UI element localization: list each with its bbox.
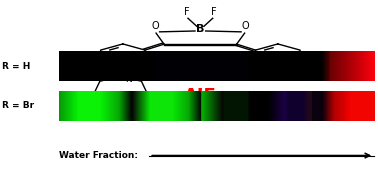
Text: F: F [184, 7, 190, 17]
Text: B: B [196, 24, 204, 34]
Text: R = H: R = H [2, 62, 30, 71]
Text: O: O [151, 21, 159, 31]
Text: R = Br: R = Br [2, 101, 34, 110]
Text: Water Fraction:: Water Fraction: [59, 151, 138, 160]
Text: N: N [125, 75, 132, 84]
Text: R: R [313, 51, 320, 61]
Text: O: O [242, 21, 249, 31]
Text: AIE: AIE [184, 87, 217, 104]
Text: F: F [211, 7, 217, 17]
